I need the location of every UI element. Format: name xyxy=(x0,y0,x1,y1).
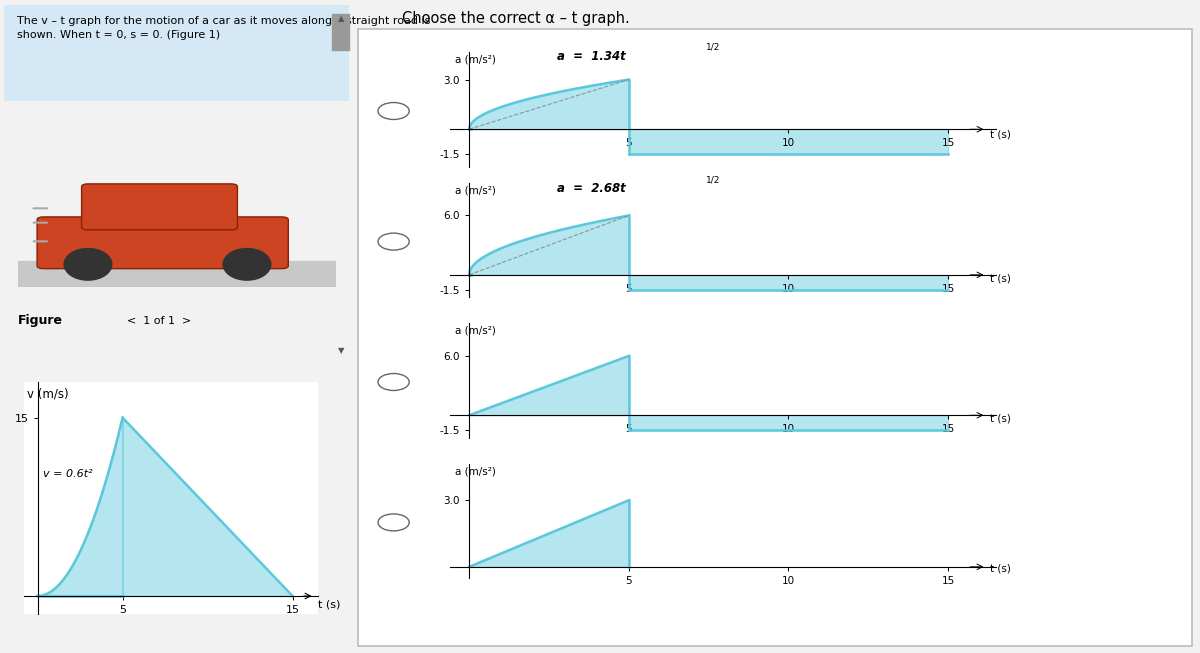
Text: a  =  1.34t: a = 1.34t xyxy=(557,50,625,63)
Text: ▼: ▼ xyxy=(337,346,344,355)
Bar xyxy=(18,261,336,287)
Text: a (m/s²): a (m/s²) xyxy=(455,326,496,336)
Text: The v – t graph for the motion of a car as it moves along a straight road is
sho: The v – t graph for the motion of a car … xyxy=(18,16,431,40)
FancyBboxPatch shape xyxy=(37,217,288,268)
Bar xyxy=(332,14,349,50)
Text: v = 0.6t²: v = 0.6t² xyxy=(43,469,92,479)
Text: a (m/s²): a (m/s²) xyxy=(455,55,496,65)
Text: a  =  2.68t: a = 2.68t xyxy=(557,182,625,195)
Text: ▲: ▲ xyxy=(337,14,344,23)
Text: v (m/s): v (m/s) xyxy=(28,388,70,401)
Text: 1/2: 1/2 xyxy=(707,175,721,184)
Text: Figure: Figure xyxy=(18,314,62,327)
FancyBboxPatch shape xyxy=(82,184,238,230)
Text: t (s): t (s) xyxy=(990,130,1010,140)
Text: 1/2: 1/2 xyxy=(707,43,721,52)
Text: a (m/s²): a (m/s²) xyxy=(455,185,496,196)
Ellipse shape xyxy=(64,249,112,280)
Text: t (s): t (s) xyxy=(318,599,341,609)
Text: t (s): t (s) xyxy=(990,273,1010,283)
Ellipse shape xyxy=(223,249,271,280)
Text: a (m/s²): a (m/s²) xyxy=(455,467,496,477)
Text: t (s): t (s) xyxy=(990,413,1010,424)
Text: Choose the correct α – t graph.: Choose the correct α – t graph. xyxy=(402,11,630,26)
Text: t (s): t (s) xyxy=(990,564,1010,573)
Text: <  1 of 1  >: < 1 of 1 > xyxy=(127,315,191,326)
